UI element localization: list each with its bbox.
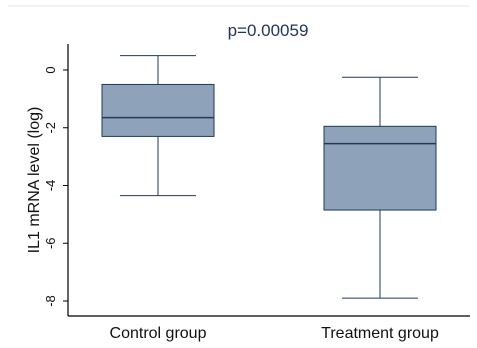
y-axis-title: IL1 mRNA level (log): [26, 107, 43, 254]
x-category-label: Control group: [110, 325, 207, 342]
y-tick-label: 0: [43, 66, 58, 73]
y-tick-label: -8: [43, 295, 58, 307]
boxes: [101, 55, 437, 299]
x-category-label: Treatment group: [321, 325, 439, 342]
box-2: [323, 76, 437, 299]
y-tick-label: -6: [43, 237, 58, 249]
iqr-box: [323, 125, 437, 211]
box-1: [101, 55, 215, 197]
iqr-box: [101, 83, 215, 137]
chart-title: p=0.00059: [228, 21, 309, 40]
x-category-labels: Control group Treatment group: [110, 325, 439, 342]
y-ticks: 0 -2 -4 -6 -8: [43, 66, 68, 307]
y-tick-label: -4: [43, 180, 58, 192]
y-tick-label: -2: [43, 122, 58, 134]
